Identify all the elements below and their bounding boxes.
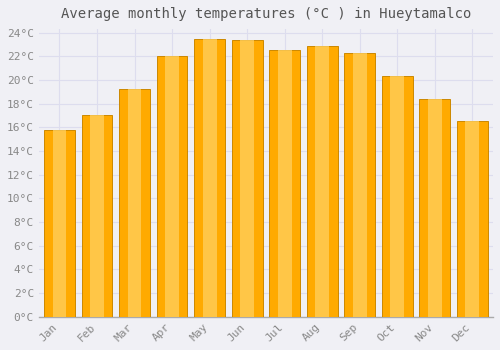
Bar — [316, 46, 329, 317]
Title: Average monthly temperatures (°C ) in Hueytamalco: Average monthly temperatures (°C ) in Hu… — [60, 7, 471, 21]
Bar — [344, 53, 375, 317]
Bar — [165, 56, 179, 317]
Bar — [428, 99, 442, 317]
Bar — [128, 90, 141, 317]
Bar — [156, 56, 188, 317]
Bar — [382, 76, 412, 317]
Bar — [232, 40, 262, 317]
Bar — [82, 116, 112, 317]
Bar — [194, 38, 225, 317]
Bar — [420, 99, 450, 317]
Bar — [457, 121, 488, 317]
Bar — [240, 40, 254, 317]
Bar — [90, 116, 104, 317]
Bar — [52, 130, 66, 317]
Bar — [119, 90, 150, 317]
Bar — [353, 53, 366, 317]
Bar — [390, 76, 404, 317]
Bar — [270, 50, 300, 317]
Bar — [278, 50, 291, 317]
Bar — [466, 121, 479, 317]
Bar — [307, 46, 338, 317]
Bar — [44, 130, 75, 317]
Bar — [202, 38, 216, 317]
